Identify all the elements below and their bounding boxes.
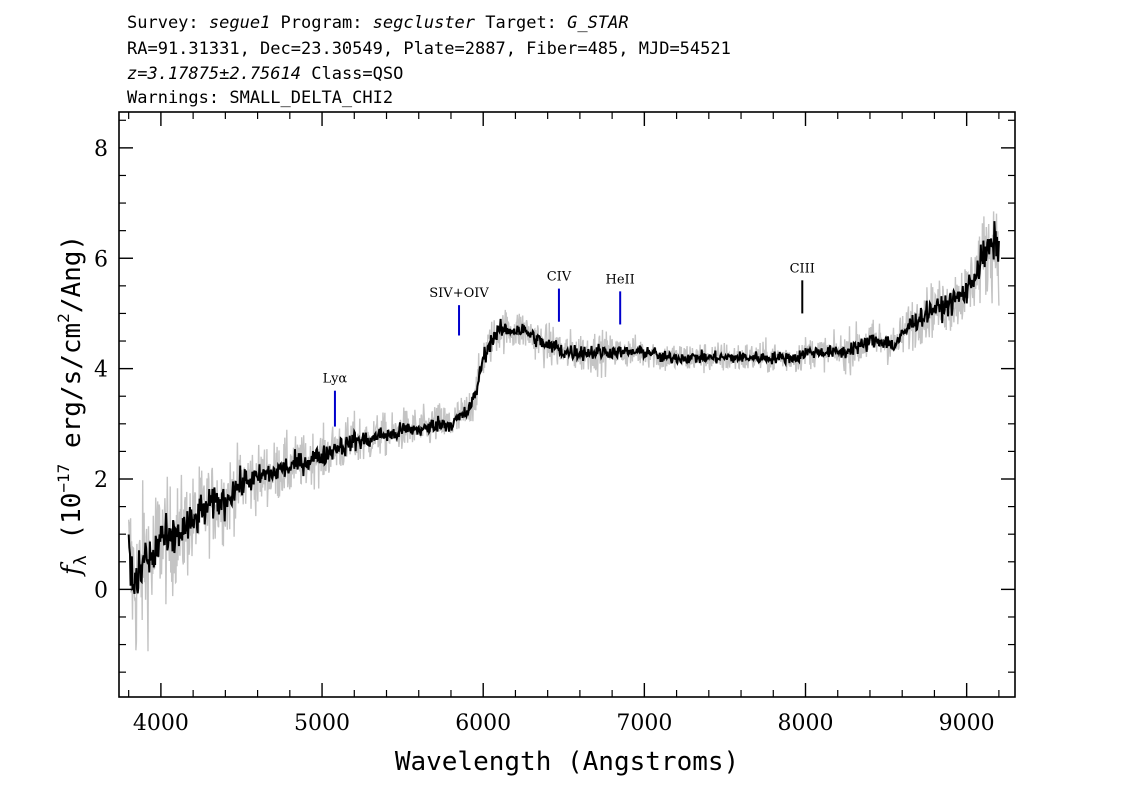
header-line-redshift: z=3.17875±2.75614 Class=QSO bbox=[127, 64, 403, 84]
header-line1-part-0: Survey: bbox=[127, 13, 209, 33]
emission-line-label: Lyα bbox=[323, 372, 348, 387]
x-tick-label: 9000 bbox=[939, 711, 995, 736]
x-tick-label: 6000 bbox=[455, 711, 511, 736]
header-line1-part-2: Program: bbox=[270, 13, 372, 33]
emission-line-label: HeII bbox=[606, 272, 635, 287]
plot-frame bbox=[118, 111, 1016, 698]
emission-line-0: Lyα bbox=[323, 372, 348, 427]
emission-line-label: SIV+OIV bbox=[429, 286, 489, 301]
x-tick-label: 5000 bbox=[294, 711, 350, 736]
y-axis-label: fλ (10−17 erg/s/cm2/Ang) bbox=[54, 235, 91, 577]
y-tick-label: 2 bbox=[94, 468, 108, 493]
header-line3-part-1: Class=QSO bbox=[301, 64, 403, 84]
y-tick-label: 8 bbox=[94, 137, 108, 162]
y-tick-label: 4 bbox=[94, 358, 108, 383]
header-line1-part-3: segcluster bbox=[373, 13, 476, 33]
emission-line-2: CIV bbox=[547, 270, 572, 322]
header-line-coordinates: RA=91.31331, Dec=23.30549, Plate=2887, F… bbox=[127, 39, 731, 59]
header-line1-part-5: G_STAR bbox=[567, 13, 628, 33]
y-tick-label: 6 bbox=[94, 247, 108, 272]
axis-ticks: 4000 5000 6000 7000 8000 9000 0 2 4 6 8 bbox=[94, 112, 1015, 736]
emission-line-3: HeII bbox=[606, 272, 635, 325]
x-tick-label: 7000 bbox=[616, 711, 672, 736]
header-line1-part-4: Target: bbox=[475, 13, 567, 33]
header-line-survey: Survey: segue1 Program: segcluster Targe… bbox=[127, 13, 629, 33]
header-line3-part-0: z=3.17875±2.75614 bbox=[127, 64, 301, 84]
emission-lines-layer: Lyα SIV+OIV CIV HeII CIII bbox=[323, 261, 815, 427]
header-line-warnings: Warnings: SMALL_DELTA_CHI2 bbox=[127, 88, 393, 108]
emission-line-4: CIII bbox=[790, 261, 815, 314]
emission-line-label: CIII bbox=[790, 261, 815, 276]
x-tick-label: 8000 bbox=[778, 711, 834, 736]
flux-layer bbox=[127, 221, 1000, 594]
header-line1-part-1: segue1 bbox=[209, 13, 270, 33]
x-axis-label: Wavelength (Angstroms) bbox=[395, 747, 739, 777]
emission-line-label: CIV bbox=[547, 270, 572, 285]
spectrum-header: Survey: segue1 Program: segcluster Targe… bbox=[127, 13, 731, 108]
x-tick-label: 4000 bbox=[133, 711, 189, 736]
emission-line-1: SIV+OIV bbox=[429, 286, 489, 336]
y-tick-label: 0 bbox=[94, 578, 108, 603]
flux-series bbox=[127, 221, 1000, 594]
